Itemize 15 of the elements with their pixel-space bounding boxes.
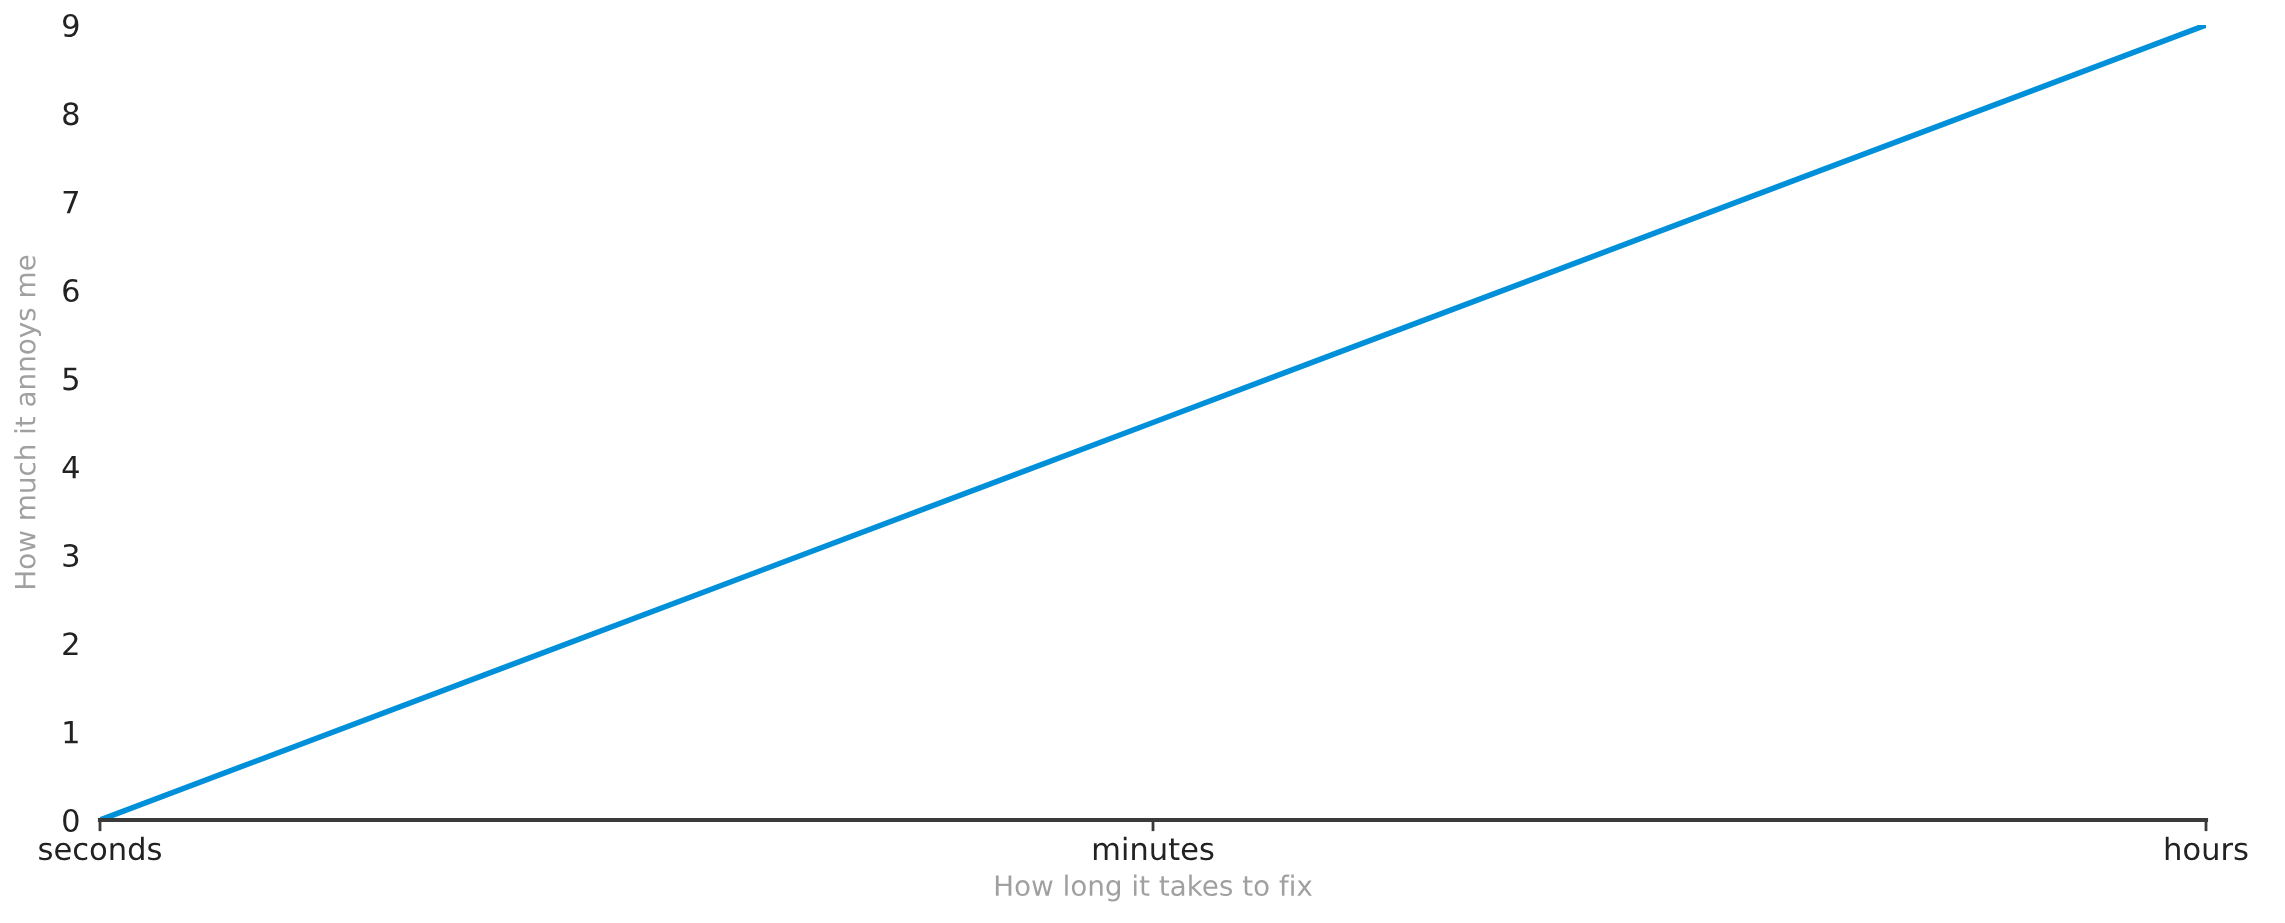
x-axis-title: How long it takes to fix [995,874,1312,902]
x-tick-label: minutes [1093,836,1214,861]
y-tick-label: 1 [64,721,78,744]
y-tick-label: 9 [63,13,79,38]
y-tick-label: 8 [63,102,79,126]
y-tick-label: 4 [62,456,79,479]
y-tick-label: 0 [63,808,79,833]
y-tick-label: 7 [63,191,78,214]
y-tick-label: 3 [63,543,79,568]
y-tick-label: 5 [63,367,78,391]
x-tick-label: hours [2165,836,2248,861]
y-tick-label: 2 [63,632,78,655]
y-axis-title: How much it annoys me [14,255,42,588]
y-tick-label: 6 [63,278,79,303]
x-tick-label: seconds [39,836,161,861]
